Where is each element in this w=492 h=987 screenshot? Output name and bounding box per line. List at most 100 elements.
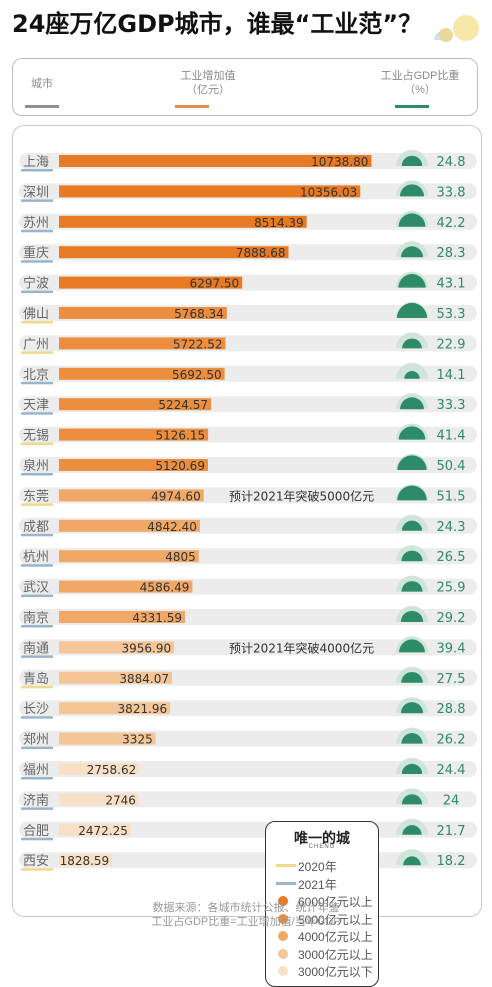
city-year-underline bbox=[21, 564, 53, 567]
ratio-gauge-fill bbox=[404, 371, 420, 379]
ratio-label: 42.2 bbox=[437, 216, 466, 231]
decorative-shapes bbox=[434, 15, 479, 42]
ratio-label: 25.9 bbox=[437, 581, 466, 596]
legend-item-label: 5000亿元以上 bbox=[298, 912, 373, 927]
value-label: 4842.40 bbox=[147, 520, 197, 534]
value-bar bbox=[59, 763, 140, 775]
city-label: 东莞 bbox=[23, 489, 49, 504]
value-column-label: 工业增加值 （亿元） bbox=[180, 70, 236, 96]
value-bar bbox=[59, 428, 209, 441]
ratio-gauge-fill bbox=[400, 702, 424, 714]
city-year-underline bbox=[21, 412, 53, 415]
city-year-underline bbox=[21, 290, 53, 294]
ratio-gauge-fill bbox=[398, 213, 426, 227]
ratio-label: 24.4 bbox=[437, 763, 466, 778]
ratio-label: 33.3 bbox=[437, 398, 466, 413]
city-year-underline bbox=[21, 837, 53, 841]
city-column-swatch bbox=[25, 105, 59, 108]
city-year-underline bbox=[21, 473, 53, 476]
value-bar bbox=[59, 307, 227, 319]
value-label: 8514.39 bbox=[254, 216, 304, 230]
city-year-underline bbox=[21, 807, 53, 810]
value-bar bbox=[59, 854, 113, 867]
ratio-gauge-fill bbox=[396, 302, 428, 318]
ratio-label: 22.9 bbox=[437, 337, 466, 352]
city-year-underline bbox=[21, 594, 53, 598]
legend-dot-swatch bbox=[278, 896, 288, 906]
city-year-underline bbox=[21, 685, 53, 689]
legend-dot-swatch bbox=[278, 948, 288, 959]
city-year-underline bbox=[21, 655, 53, 658]
value-label: 5126.15 bbox=[155, 429, 205, 443]
city-year-underline bbox=[21, 746, 53, 750]
value-bar bbox=[59, 276, 243, 289]
city-label: 佛山 bbox=[23, 307, 49, 322]
ratio-gauge-fill bbox=[398, 274, 426, 288]
ratio-gauge-fill bbox=[399, 184, 425, 197]
value-label: 4331.59 bbox=[132, 611, 182, 625]
ratio-label: 24.3 bbox=[437, 520, 466, 535]
ratio-gauge-fill bbox=[397, 485, 427, 501]
ratio-label: 26.5 bbox=[437, 550, 466, 565]
ratio-gauge-track bbox=[396, 362, 428, 379]
city-year-underline bbox=[21, 229, 53, 233]
city-label: 杭州 bbox=[23, 550, 49, 565]
city-label: 天津 bbox=[23, 398, 49, 413]
value-label: 3956.90 bbox=[121, 641, 171, 655]
city-year-underline bbox=[21, 199, 53, 202]
ratio-gauge-fill bbox=[402, 338, 422, 349]
city-year-underline bbox=[21, 777, 53, 780]
city-label: 宁波 bbox=[23, 276, 49, 292]
value-bar bbox=[59, 732, 156, 745]
city-label: 青岛 bbox=[23, 671, 49, 687]
value-bar bbox=[59, 398, 211, 411]
value-bar bbox=[59, 489, 204, 502]
ratio-gauge-fill bbox=[401, 520, 423, 531]
value-bar bbox=[59, 823, 131, 836]
value-label: 10738.80 bbox=[311, 155, 368, 169]
value-label: 10356.03 bbox=[300, 185, 357, 199]
value-label: 2758.62 bbox=[87, 763, 137, 777]
source-line-1: 数据来源：各城市统计公报、统计年鉴 bbox=[152, 902, 340, 914]
bar-chart: 上海 10738.80 24.8 深圳 10356.03 33.8 苏州 8514.39 42.… bbox=[19, 150, 477, 871]
city-label: 泉州 bbox=[23, 458, 49, 474]
value-label: 2472.25 bbox=[78, 824, 128, 838]
city-column-label: 城市 bbox=[31, 78, 53, 90]
city-label: 苏州 bbox=[23, 215, 49, 231]
city-label: 武汉 bbox=[23, 581, 49, 596]
legend-line-swatch bbox=[276, 881, 296, 885]
ratio-label: 29.2 bbox=[437, 611, 466, 626]
ratio-gauge-fill bbox=[402, 825, 422, 835]
ratio-label: 18.2 bbox=[437, 854, 466, 869]
city-year-underline bbox=[21, 716, 53, 719]
value-label: 3325 bbox=[122, 733, 153, 747]
value-bar bbox=[59, 246, 289, 259]
value-label: 4974.60 bbox=[151, 489, 201, 503]
ratio-label: 27.5 bbox=[437, 672, 466, 687]
page-title: 24座万亿GDP城市，谁最“工业范”？ bbox=[12, 10, 423, 38]
city-year-underline bbox=[21, 442, 53, 446]
ratio-gauge-fill bbox=[401, 581, 423, 592]
value-label: 4586.49 bbox=[140, 581, 190, 595]
value-label: 5224.57 bbox=[158, 398, 208, 412]
city-year-underline bbox=[21, 868, 53, 871]
value-bar bbox=[59, 215, 307, 228]
value-bar bbox=[59, 155, 372, 167]
value-label: 3884.07 bbox=[119, 672, 169, 686]
ratio-label: 33.8 bbox=[437, 185, 466, 200]
ratio-label: 26.2 bbox=[437, 733, 466, 748]
ratio-label: 51.5 bbox=[437, 489, 466, 504]
ratio-label: 28.3 bbox=[437, 246, 466, 261]
legend-dot-swatch bbox=[278, 966, 288, 976]
value-label: 6297.50 bbox=[190, 277, 240, 291]
legend-item-label: 2020年 bbox=[298, 860, 337, 874]
value-label: 1828.59 bbox=[60, 854, 110, 868]
ratio-label: 21.7 bbox=[437, 824, 466, 839]
legend-dot-swatch bbox=[278, 913, 288, 924]
value-bar bbox=[59, 641, 175, 654]
city-year-underline bbox=[21, 625, 53, 628]
value-label: 7888.68 bbox=[236, 246, 286, 260]
value-label: 5768.34 bbox=[174, 307, 224, 321]
value-label: 3821.96 bbox=[118, 702, 168, 716]
ratio-gauge-fill bbox=[401, 671, 423, 683]
